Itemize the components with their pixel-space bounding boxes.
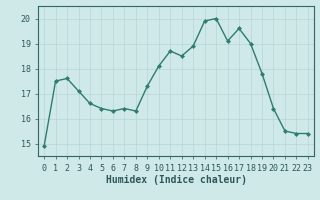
X-axis label: Humidex (Indice chaleur): Humidex (Indice chaleur) [106,175,246,185]
